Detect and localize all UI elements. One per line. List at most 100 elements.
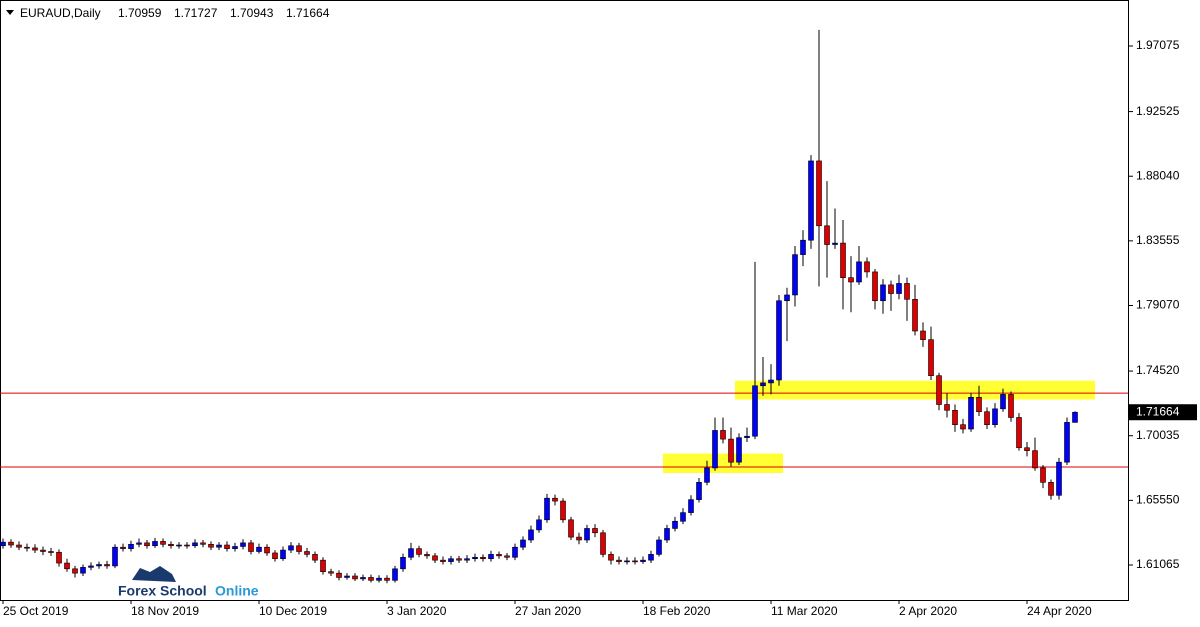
candle-body <box>152 541 158 547</box>
candle-body <box>712 430 718 469</box>
candle-body <box>248 542 254 552</box>
candle-body <box>168 544 174 547</box>
y-tick-label: 1.65550 <box>1136 493 1180 507</box>
candle-body <box>16 544 22 548</box>
candle-body <box>1056 461 1062 496</box>
candle-body <box>992 408 998 425</box>
candle-body <box>920 330 926 340</box>
header-low: 1.70943 <box>230 6 274 20</box>
candle-body <box>440 559 446 562</box>
candle-body <box>424 554 430 557</box>
candle-body <box>872 271 878 302</box>
candle-body <box>616 559 622 562</box>
candle-body <box>928 339 934 376</box>
candle-body <box>256 546 262 552</box>
candle-body <box>472 556 478 560</box>
header-open: 1.70959 <box>118 6 162 20</box>
candle-body <box>1000 394 1006 410</box>
chart-title: EURAUD,Daily <box>20 6 101 20</box>
candle-body <box>176 544 182 547</box>
candle-body <box>1072 411 1078 423</box>
candle-body <box>96 564 102 567</box>
candle-body <box>272 552 278 560</box>
candle-body <box>360 577 366 580</box>
header-close: 1.71664 <box>286 6 330 20</box>
candle-body <box>392 568 398 581</box>
y-tick-label: 1.74520 <box>1136 363 1180 377</box>
candle-body <box>456 558 462 561</box>
candle-body <box>792 254 798 296</box>
candle-body <box>288 545 294 551</box>
candle-body <box>504 555 510 558</box>
candle-body <box>384 577 390 581</box>
candle-body <box>408 548 414 558</box>
candle-body <box>448 558 454 562</box>
candle-body <box>736 437 742 463</box>
candle-body <box>816 160 822 227</box>
candle-body <box>512 546 518 558</box>
candle-body <box>936 375 942 405</box>
candle-body <box>1008 394 1014 418</box>
price-tag-label: 1.71664 <box>1136 404 1180 418</box>
candle-body <box>240 542 246 547</box>
candle-body <box>48 551 54 553</box>
candle-body <box>80 567 86 574</box>
candle-body <box>1016 417 1022 449</box>
candle-body <box>664 528 670 541</box>
candle-body <box>1048 482 1054 496</box>
candle-body <box>952 409 958 425</box>
candle-body <box>368 577 374 581</box>
candle-body <box>968 397 974 430</box>
candle-body <box>776 300 782 381</box>
candle-body <box>208 544 214 548</box>
candle-body <box>8 541 14 546</box>
candle-body <box>888 284 894 294</box>
y-tick-label: 1.70035 <box>1136 428 1180 442</box>
candle-body <box>608 554 614 561</box>
candle-body <box>784 294 790 302</box>
candle-body <box>40 549 46 552</box>
candle-body <box>336 572 342 578</box>
candle-body <box>808 160 814 241</box>
candle-body <box>640 559 646 562</box>
candle-body <box>128 544 134 549</box>
candle-body <box>720 430 726 440</box>
candle-body <box>624 560 630 563</box>
candle-body <box>632 560 638 563</box>
menu-triangle <box>6 10 14 15</box>
candle-body <box>224 544 230 549</box>
candle-body <box>192 542 198 547</box>
candle-body <box>528 529 534 541</box>
candle-body <box>88 565 94 568</box>
candle-body <box>1024 447 1030 451</box>
candle-body <box>800 239 806 255</box>
candle-body <box>752 385 758 437</box>
candle-body <box>560 500 566 521</box>
y-tick-label: 1.92525 <box>1136 104 1180 118</box>
candle-body <box>1064 422 1070 463</box>
x-tick-label: 11 Mar 2020 <box>771 604 838 618</box>
candle-body <box>280 549 286 560</box>
candle-body <box>64 562 70 570</box>
candle-body <box>744 435 750 438</box>
candle-body <box>656 539 662 555</box>
candle-body <box>976 397 982 413</box>
candle-body <box>32 547 38 551</box>
candle-body <box>56 551 62 564</box>
candle-body <box>960 424 966 430</box>
axes: 1.61065 1.65550 1.70035 1.74520 1.79070 1.835… <box>2 38 1197 618</box>
x-tick-label: 25 Oct 2019 <box>3 604 69 618</box>
candle-body <box>352 575 358 580</box>
candle-body <box>840 242 846 278</box>
candle-body <box>416 548 422 555</box>
candle-body <box>848 277 854 283</box>
candle-body <box>488 554 494 560</box>
candle-body <box>480 556 486 560</box>
candle-body <box>160 541 166 545</box>
candle-body <box>856 261 862 283</box>
candle-body <box>864 261 870 273</box>
candle-body <box>768 379 774 384</box>
price-tag <box>1129 404 1197 421</box>
candle-body <box>344 575 350 578</box>
